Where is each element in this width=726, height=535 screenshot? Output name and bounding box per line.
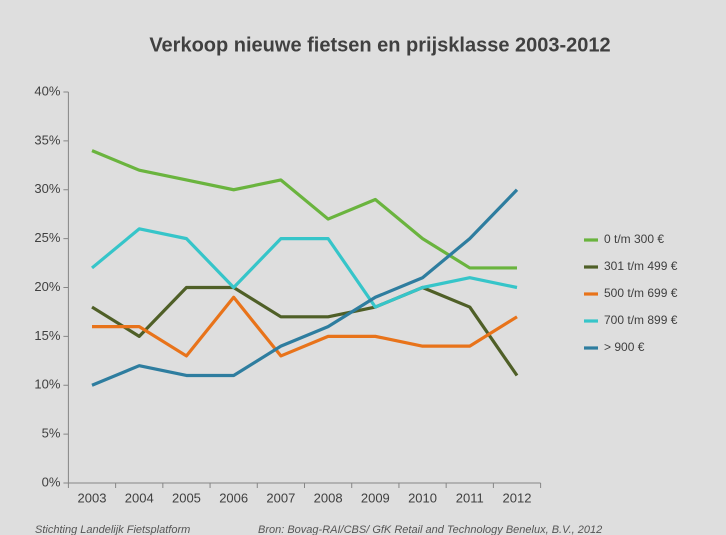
legend-label: 500 t/m 699 €: [604, 286, 678, 300]
series-line: [91, 285, 519, 377]
footer-left: Stichting Landelijk Fietsplatform: [35, 524, 190, 535]
legend-label: 0 t/m 300 €: [604, 232, 664, 246]
y-tick-label: 10%: [34, 377, 60, 392]
y-tick-label: 35%: [34, 132, 60, 147]
x-tick-label: 2011: [456, 490, 484, 505]
series-line: [92, 295, 518, 358]
x-tick-label: 2012: [503, 490, 532, 505]
chart-title: Verkoop nieuwe fietsen en prijsklasse 20…: [149, 34, 610, 56]
legend-label: 700 t/m 899 €: [604, 313, 678, 327]
y-tick-label: 30%: [34, 181, 60, 196]
y-tick-label: 5%: [42, 426, 61, 441]
x-tick-label: 2007: [266, 490, 295, 505]
legend-label: > 900 €: [604, 340, 645, 354]
y-tick-label: 40%: [34, 83, 60, 98]
y-tick-label: 15%: [34, 328, 60, 343]
y-tick-label: 25%: [34, 230, 60, 245]
footer-source: Bron: Bovag-RAI/CBS/ GfK Retail and Tech…: [258, 524, 602, 535]
series-line: [91, 188, 519, 387]
series-line: [90, 227, 518, 309]
x-tick-label: 2010: [408, 490, 437, 505]
x-tick-label: 2005: [172, 490, 201, 505]
series-line: [91, 149, 517, 270]
y-tick-label: 0%: [42, 474, 61, 489]
x-tick-label: 2004: [125, 490, 154, 505]
x-tick-label: 2008: [314, 490, 343, 505]
y-tick-label: 20%: [34, 279, 60, 294]
x-tick-label: 2003: [78, 490, 107, 505]
x-tick-label: 2006: [219, 490, 248, 505]
x-tick-label: 2009: [361, 490, 390, 505]
legend-label: 301 t/m 499 €: [604, 259, 678, 273]
